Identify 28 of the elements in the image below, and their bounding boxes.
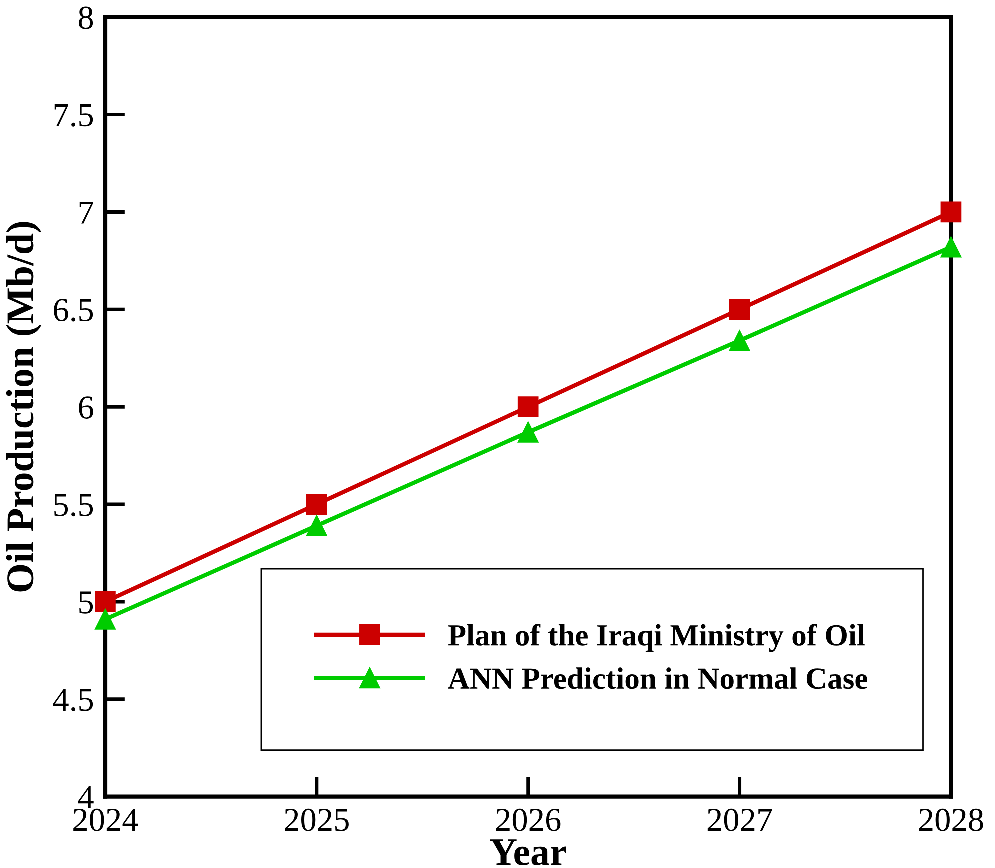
point <box>306 516 328 536</box>
y-tick-label: 4 <box>78 786 94 808</box>
point <box>306 494 328 515</box>
y-tick-label: 5 <box>80 592 94 614</box>
y-tick-label: 5.5 <box>54 494 94 517</box>
point <box>518 422 539 443</box>
x-axis-title: Year <box>490 840 566 866</box>
y-tick-label: 7.5 <box>54 104 94 127</box>
point <box>940 202 962 223</box>
x-tick-label: 2026 <box>496 808 561 832</box>
y-tick-label: 8 <box>78 6 94 30</box>
y-axis-title: Oil Production (Mb/d) <box>6 222 42 592</box>
x-tick-label: 2028 <box>919 808 984 832</box>
y-tick-label: 6 <box>79 396 94 419</box>
point <box>95 609 116 630</box>
point <box>940 236 962 258</box>
y-tick-label: 4.5 <box>53 689 94 712</box>
x-tick-label: 2025 <box>285 808 349 832</box>
y-tick-label: 6.5 <box>54 299 94 322</box>
legend-label: Plan of the Iraqi Ministry of Oil <box>448 624 865 652</box>
y-tick-label: 7 <box>80 202 94 224</box>
x-tick-label: 2027 <box>708 808 772 832</box>
legend-label: ANN Prediction in Normal Case <box>448 668 868 690</box>
point <box>518 396 539 418</box>
point <box>95 592 116 612</box>
x-tick-label: 2024 <box>74 808 138 832</box>
point <box>729 330 750 352</box>
point <box>729 299 750 320</box>
